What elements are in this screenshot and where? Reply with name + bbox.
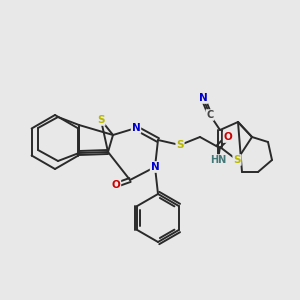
Text: S: S [97, 115, 105, 125]
Text: N: N [132, 123, 140, 133]
Text: S: S [176, 140, 184, 150]
Text: N: N [199, 93, 207, 103]
Text: S: S [233, 155, 241, 165]
Text: HN: HN [210, 155, 226, 165]
Text: O: O [224, 132, 232, 142]
Text: O: O [112, 180, 120, 190]
Text: C: C [206, 110, 214, 120]
Text: N: N [151, 162, 159, 172]
